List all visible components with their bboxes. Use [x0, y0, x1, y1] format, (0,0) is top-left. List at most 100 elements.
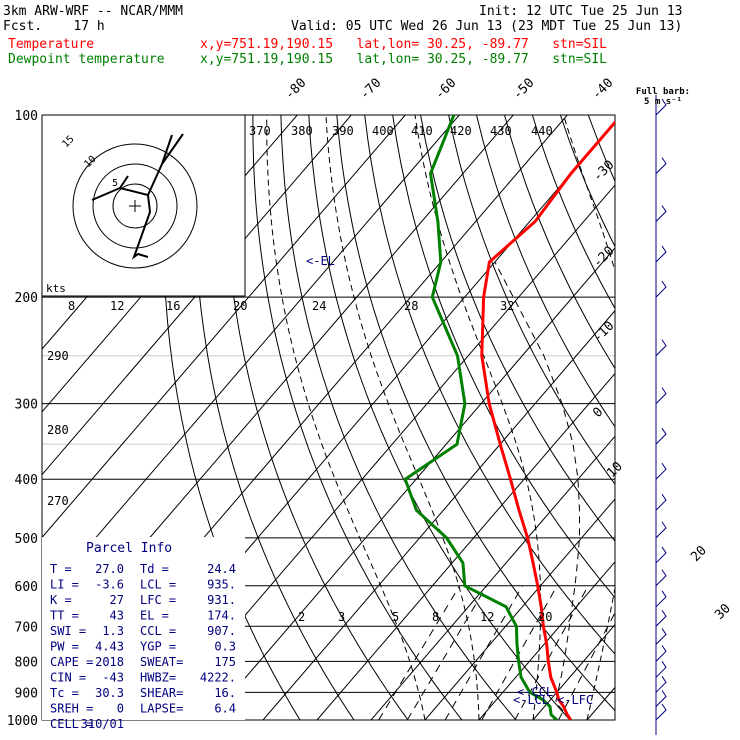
parcel-info-value: 43	[110, 609, 124, 623]
isotherm-line	[478, 561, 615, 720]
isotherm-line	[42, 115, 352, 476]
parcel-info-value: 4222.	[200, 671, 236, 685]
parcel-info-box	[42, 537, 245, 720]
parcel-info-value: 2018	[95, 655, 124, 669]
wind-barb	[655, 98, 667, 116]
pressure-tick-label: 1000	[7, 714, 38, 729]
lcl-marker: <-LCL	[513, 693, 549, 707]
theta-label: 410	[411, 124, 433, 138]
mixing-ratio-label: 8	[68, 299, 75, 313]
hodograph-ring	[112, 183, 158, 229]
wind-barb	[655, 645, 667, 662]
mixing-ratio-label: 2	[298, 610, 305, 624]
dry-adiabat-line	[420, 115, 615, 542]
wind-barb	[655, 205, 667, 222]
isotherm-line	[42, 115, 406, 539]
dry-adiabat-line	[559, 115, 615, 248]
wind-barb	[655, 521, 667, 539]
isotherm-label: -50	[510, 76, 537, 103]
dry-adiabat-line	[252, 115, 463, 720]
plot-frame	[41, 114, 616, 721]
wind-barb	[655, 245, 667, 263]
mixing-ratio-label: 5	[392, 610, 399, 624]
isotherm-label: 20	[688, 543, 710, 565]
mixing-ratio-label: 12	[480, 610, 494, 624]
barb-legend-unit: 5 m s⁻¹	[644, 97, 682, 107]
mixing-ratio-label: 28	[404, 299, 418, 313]
dewpoint-location-line: x,y=751.19,190.15 lat,lon= 30.25, -89.77…	[200, 52, 607, 67]
wind-barb	[655, 590, 667, 608]
theta-label: 400	[372, 124, 394, 138]
parcel-info-key: LAPSE=	[140, 702, 183, 716]
dry-adiabat-line	[728, 115, 740, 720]
isotherm-line	[262, 309, 615, 720]
isotherm-line	[586, 686, 615, 720]
isotherm-line	[208, 247, 615, 720]
parcel-info-value: 931.	[207, 593, 236, 607]
pressure-tick-label: 300	[15, 398, 38, 413]
parcel-info-key: LCL =	[140, 578, 176, 592]
mixing-ratio-label: 20	[538, 610, 552, 624]
moist-adiabat-line	[325, 115, 480, 720]
wind-barb	[655, 703, 667, 721]
theta-label: 270	[47, 494, 69, 508]
parcel-info-value: 310/01	[81, 717, 124, 731]
isotherm-line	[695, 115, 740, 720]
mixing-ratio-label: 16	[166, 299, 180, 313]
parcel-info-value: 24.4	[207, 562, 236, 576]
wind-barb	[655, 387, 667, 405]
mixing-ratio-line	[514, 585, 589, 720]
theta-label: 280	[47, 423, 69, 437]
parcel-info-key: HWBZ=	[140, 671, 176, 685]
el-marker: <-EL	[306, 254, 335, 268]
parcel-info-value: 1.3	[102, 624, 124, 638]
dry-adiabat-line	[223, 115, 409, 720]
parcel-info-value: 6.4	[214, 702, 236, 716]
wind-barb	[655, 569, 667, 587]
parcel-path-line	[494, 261, 580, 720]
theta-label: 390	[332, 124, 354, 138]
isotherm-line	[370, 435, 615, 720]
parcel-info-title: Parcel Info	[86, 541, 172, 556]
parcel-info-key: LFC =	[140, 593, 176, 607]
isotherm-label: -70	[357, 76, 384, 103]
barb-legend: Full barb:	[636, 87, 690, 97]
isotherm-line	[316, 372, 615, 720]
parcel-info-key: T =	[50, 562, 72, 576]
moist-adiabat-line	[266, 115, 426, 720]
parcel-info-key: CELL =	[50, 717, 93, 731]
dry-adiabat-line	[672, 115, 740, 720]
hodograph-unit-label: kts	[46, 282, 66, 295]
wind-barbs: Full barb:5 m s⁻¹	[636, 87, 690, 735]
parcel-info-key: CAPE =	[50, 655, 93, 669]
dry-adiabat-line	[280, 115, 517, 720]
hodograph-frame	[41, 114, 246, 297]
dry-adiabat-line	[616, 115, 740, 720]
wind-barb	[655, 628, 667, 645]
parcel-info-value: -43	[102, 671, 124, 685]
parcel-info-key: SWEAT=	[140, 655, 183, 669]
wind-barb	[655, 661, 667, 678]
hodograph-ring	[72, 143, 198, 269]
dry-adiabat-line	[308, 115, 571, 720]
theta-label: 430	[490, 124, 512, 138]
pressure-tick-label: 800	[15, 655, 38, 670]
wind-barb	[655, 676, 667, 693]
isotherm-label: -60	[432, 76, 459, 103]
dry-adiabat-line	[364, 115, 615, 655]
theta-label: 370	[249, 124, 271, 138]
wind-barb	[655, 339, 667, 357]
theta-label: 420	[450, 124, 472, 138]
temperature-location-line: x,y=751.19,190.15 lat,lon= 30.25, -89.77…	[200, 37, 607, 52]
hodograph-ring	[92, 163, 178, 249]
dry-adiabat-line	[193, 115, 355, 720]
moist-adiabat-line	[414, 115, 542, 720]
parcel-info-value: 0	[117, 702, 124, 716]
init-time-label: Init: 12 UTC Tue 25 Jun 13	[479, 4, 683, 19]
mixing-ratio-label: 12	[110, 299, 124, 313]
parcel-info-value: 27	[110, 593, 124, 607]
parcel-info-value: 175	[214, 655, 236, 669]
pressure-tick-label: 400	[15, 473, 38, 488]
mixing-ratio-line	[378, 585, 461, 720]
